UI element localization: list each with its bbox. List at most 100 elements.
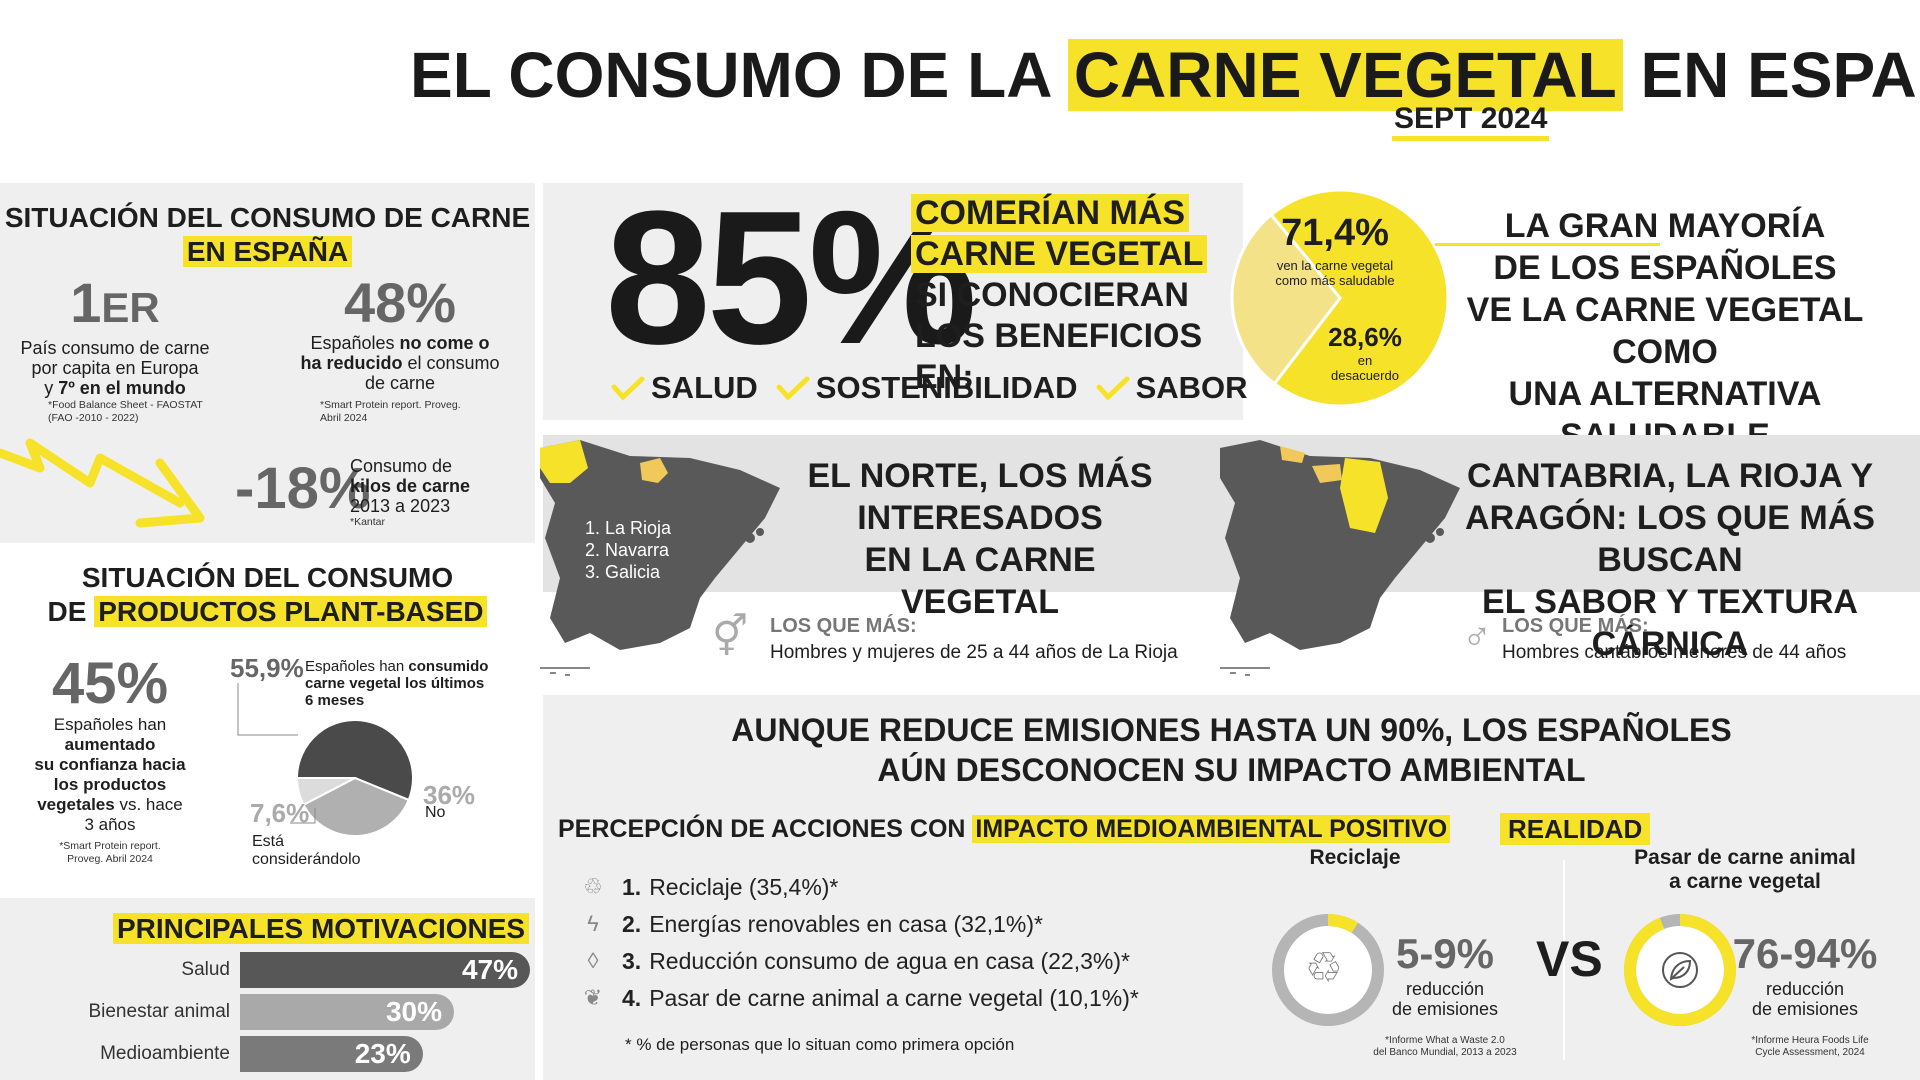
action-number: 1. <box>622 873 642 900</box>
stat-kilos-big: -18% <box>235 456 371 521</box>
pie-slice-healthy <box>1269 188 1450 408</box>
action-item: ♲ 1. Reciclaje (35,4%)* <box>578 870 838 904</box>
stat-reduced-big: 48% <box>343 271 457 334</box>
plant-shift-title: Pasar de carne animal a carne vegetal <box>1634 846 1856 893</box>
meat-title-line2: EN ESPAÑA <box>182 236 353 267</box>
pie-yes-label: Españoles han consumido carne vegetal lo… <box>305 658 489 709</box>
stat-first-line3: y 7º en el mundo <box>44 378 186 398</box>
stat-first-line2: por capita en Europa <box>31 358 199 378</box>
pie-slice-no <box>302 776 410 837</box>
check-sustainability: SOSTENIBILIDAD <box>776 370 1078 406</box>
action-text: Pasar de carne animal a carne vegetal (1… <box>649 984 1139 1011</box>
plant-shift-label: reducción de emisiones <box>1751 979 1859 1019</box>
lightning-icon: ϟ <box>587 911 599 936</box>
action-number: 3. <box>622 947 642 974</box>
pie-considering-value: 7,6% <box>250 798 310 828</box>
benefits-text: COMERÍAN MÁS CARNE VEGETAL SI CONOCIERAN… <box>911 193 1243 398</box>
north-title: EL NORTE, LOS MÁS INTERESADOS EN LA CARNE … <box>807 457 1153 621</box>
meat-consumption-panel: SITUACIÓN DEL CONSUMO DE CARNE EN ESPAÑA… <box>0 183 535 543</box>
check-icon <box>611 376 645 401</box>
healthy-small-label: en desacuerdo <box>1331 353 1399 383</box>
stat-first-country: 1ER País consumo de carne por capita en … <box>15 271 215 399</box>
flavor-who: LOS QUE MÁS: Hombres cantábros menores d… <box>1502 615 1847 663</box>
pie-no-value: 36% <box>423 780 476 810</box>
pie-yes-value: 55,9% <box>230 653 304 683</box>
healthy-big-value: 71,4% <box>1281 212 1389 254</box>
plant-based-panel: SITUACIÓN DEL CONSUMO DE PRODUCTOS PLANT… <box>0 543 535 898</box>
ring-fill <box>1624 914 1736 1026</box>
date-label: SEPT 2024 <box>1392 102 1550 141</box>
gender-both-icon: ⚥ <box>712 615 749 659</box>
title-pre: EL CONSUMO DE LA <box>410 39 1051 111</box>
motivation-row: Salud 47% <box>0 952 530 988</box>
recycling-label: reducción de emisiones <box>1391 979 1499 1019</box>
stat-reduced-source: *Smart Protein report. Proveg. Abril 2024 <box>320 399 461 424</box>
page-header: EL CONSUMO DE LA CARNE VEGETAL EN ESPAÑA… <box>0 30 1920 141</box>
north-who: LOS QUE MÁS: Hombres y mujeres de 25 a 4… <box>770 615 1178 663</box>
action-number: 4. <box>622 984 642 1011</box>
confidence-source: *Smart Protein report. Proveg. Abril 2024 <box>59 840 161 865</box>
leaf-icon: ❦ <box>583 985 603 1010</box>
check-icon <box>1096 376 1130 401</box>
stat-first-line1: País consumo de carne <box>20 338 210 358</box>
perception-footnote: * % de personas que lo situan como prime… <box>625 1035 1015 1054</box>
pie-slice-yes <box>295 719 414 802</box>
action-number: 2. <box>622 910 642 937</box>
check-icon <box>776 376 810 401</box>
motivation-bar: 30% <box>240 994 455 1030</box>
plant-based-title: SITUACIÓN DEL CONSUMO DE PRODUCTOS PLANT… <box>0 561 535 629</box>
recycling-value: 5-9% <box>1395 930 1495 977</box>
male-icon: ♂ <box>1462 615 1492 659</box>
pie-leader-line <box>290 808 316 824</box>
motivation-label: Bienestar animal <box>88 1001 230 1022</box>
plant-based-pie-chart <box>237 683 414 837</box>
plant-shift-value: 76-94% <box>1732 930 1878 977</box>
action-item: ◊ 3. Reducción consumo de agua en casa (22… <box>578 944 1130 978</box>
action-text: Energías renovables en casa (32,1%)* <box>649 910 1043 937</box>
check-health: SALUD <box>611 370 758 406</box>
action-text: Reciclaje (35,4%)* <box>649 873 839 900</box>
motivation-bar: 47% <box>240 952 530 988</box>
stat-first-source: *Food Balance Sheet - FAOSTAT (FAO -2010 … <box>48 399 203 424</box>
motivation-label: Medioambiente <box>100 1043 230 1064</box>
recycling-source: *Informe What a Waste 2.0 del Banco Mundi… <box>1373 1035 1517 1058</box>
reality-divider <box>1563 860 1565 1060</box>
title-highlight: CARNE VEGETAL <box>1067 39 1623 111</box>
recycle-icon: ♲ <box>583 874 603 899</box>
versus-label: VS <box>1536 931 1603 987</box>
stat-first-big: 1ER <box>70 271 160 334</box>
reality-label: REALIDAD <box>1500 813 1651 845</box>
healthy-connector-line <box>1435 243 1660 246</box>
action-text: Reducción consumo de agua en casa (22,3%… <box>649 947 1130 974</box>
action-item: ϟ 2. Energías renovables en casa (32,1%)* <box>578 907 1043 941</box>
downtrend-arrow-icon <box>0 438 205 528</box>
ring-fill <box>1272 914 1384 1026</box>
recycling-ring <box>1272 914 1384 1026</box>
pie-considering-label: Está considerándolo <box>252 833 361 868</box>
motivation-row: Medioambiente 23% <box>0 1036 423 1072</box>
emissions-title: AUNQUE REDUCE EMISIONES HASTA UN 90%, LO… <box>731 712 1732 788</box>
motivations-panel: PRINCIPALES MOTIVACIONES Salud 47% Bienest… <box>0 898 535 1080</box>
recycle-icon: ♲ <box>1305 944 1343 991</box>
motivation-value: 47% <box>461 954 518 985</box>
stat-reduced: 48% Españoles no come o ha reducido el c… <box>285 271 515 394</box>
action-item: ❦ 4. Pasar de carne animal a carne vegetal… <box>578 981 1139 1015</box>
benefits-panel: 85% COMERÍAN MÁS CARNE VEGETAL SI CONOCI… <box>543 183 1248 420</box>
healthy-big-label: ven la carne vegetal como más saludable <box>1275 258 1395 288</box>
confidence-stat: 45% Españoles han aumentado su confianza… <box>34 651 186 835</box>
perception-title: PERCEPCIÓN DE ACCIONES CON IMPACTO MEDIO… <box>558 813 1451 845</box>
healthy-title: LA GRAN MAYORÍA DE LOS ESPAÑOLES VE LA C… <box>1466 207 1864 455</box>
spain-map-north <box>540 440 780 676</box>
motivations-bar-chart: Salud 47% Bienestar animal 30% Medioambiente… <box>0 952 535 1072</box>
motivation-bar: 23% <box>240 1036 423 1072</box>
motivation-row: Bienestar animal 30% <box>0 994 455 1030</box>
pie-leader-line <box>237 683 298 736</box>
spain-map-flavor <box>1220 440 1460 676</box>
meat-title-line1: SITUACIÓN DEL CONSUMO DE CARNE <box>4 202 531 233</box>
healthy-small-value: 28,6% <box>1328 322 1402 352</box>
motivation-value: 30% <box>385 996 443 1027</box>
motivations-title: PRINCIPALES MOTIVACIONES <box>113 912 530 946</box>
perception-actions-list: ♲ 1. Reciclaje (35,4%)* ϟ 2. Energías renovab… <box>578 870 1278 1020</box>
benefits-checks: SALUD SOSTENIBILIDAD SABOR <box>611 370 1248 406</box>
leaf-icon <box>1662 952 1698 988</box>
